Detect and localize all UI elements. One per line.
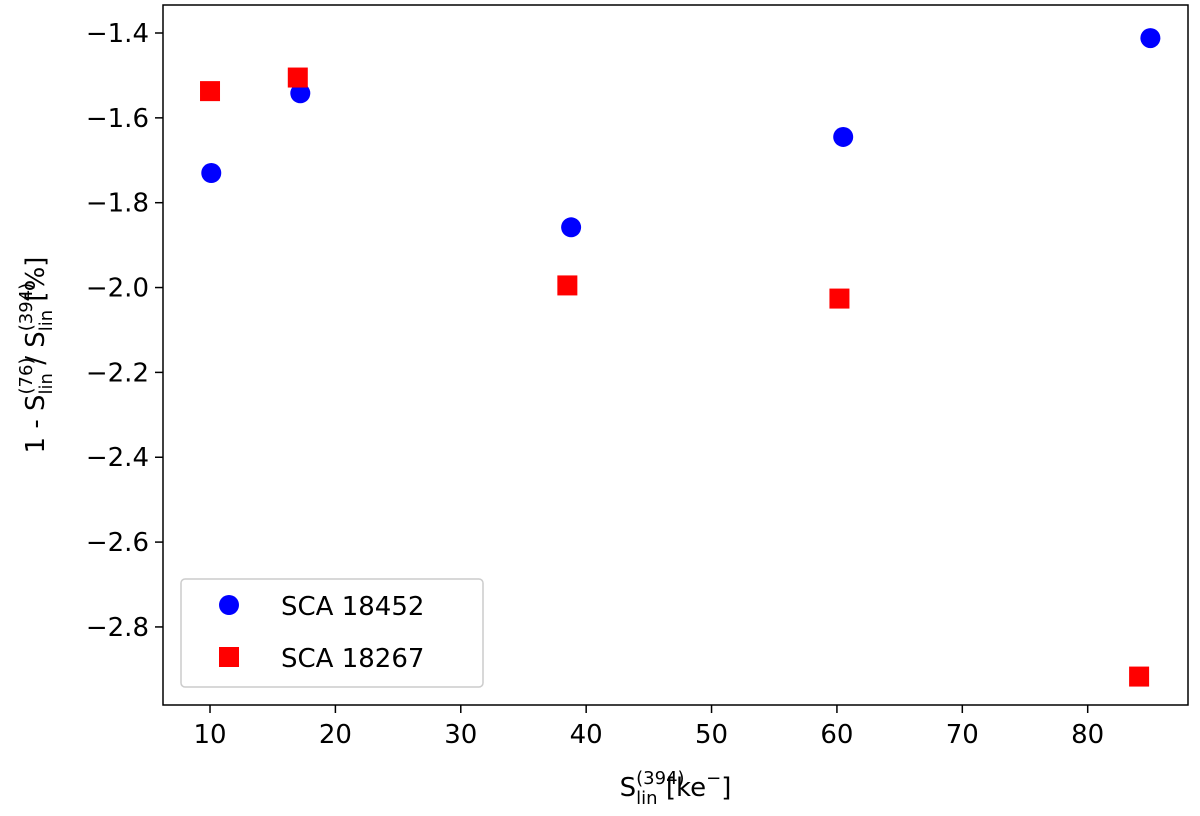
point: [1129, 666, 1150, 687]
x-tick-label: 60: [820, 720, 853, 750]
point: [557, 275, 578, 296]
x-axis-label-sup: (394): [636, 768, 684, 789]
plot-frame: [162, 4, 1189, 706]
point: [287, 67, 308, 88]
y-axis-label-sup: (76): [16, 358, 37, 395]
y-axis-label: 1 - S(76)lin / S(394)lin [%]: [16, 257, 57, 454]
point: [829, 288, 850, 309]
point: [561, 217, 582, 238]
y-tick-label: −2.0: [86, 274, 149, 304]
point: [290, 83, 311, 104]
point: [1140, 28, 1161, 49]
y-axis-label-sup: (394): [16, 283, 37, 331]
y-tick-label: −2.8: [86, 613, 149, 643]
x-axis-label-sup: −: [706, 768, 721, 789]
y-axis-label-sub: lin: [36, 373, 57, 394]
y-tick-label: −1.6: [86, 104, 149, 134]
y-axis-label-text: 1 - S: [21, 394, 51, 453]
x-tick-label: 40: [570, 720, 603, 750]
y-axis-label-text: / S: [21, 331, 51, 373]
x-tick-label: 70: [946, 720, 979, 750]
point: [200, 81, 221, 102]
x-tick-label: 20: [319, 720, 352, 750]
x-tick-label: 10: [193, 720, 226, 750]
legend-label: SCA 18267: [281, 644, 424, 674]
x-tick-label: 50: [695, 720, 728, 750]
y-tick-label: −2.6: [86, 528, 149, 558]
y-tick-label: −1.8: [86, 189, 149, 219]
y-tick-label: −1.4: [86, 19, 149, 49]
y-axis-label-sub: lin: [36, 310, 57, 331]
x-axis-label-text: ]: [721, 773, 731, 803]
x-tick-label: 80: [1071, 720, 1104, 750]
y-tick-label: −2.2: [86, 358, 149, 388]
legend-label: SCA 18452: [281, 592, 424, 622]
point: [833, 126, 854, 147]
x-axis-label: S(394) lin [ke−]: [620, 768, 732, 809]
x-tick-label: 30: [444, 720, 477, 750]
point: [201, 163, 222, 183]
legend-marker: [219, 595, 239, 615]
y-tick-label: −2.4: [86, 443, 149, 473]
x-axis-label-text: [ke: [658, 773, 707, 803]
x-axis-label-text: S: [620, 773, 637, 803]
legend-marker: [219, 647, 239, 667]
x-axis-label-sub: lin: [636, 788, 657, 809]
legend-box: [180, 578, 484, 688]
y-axis-label-text: [%]: [21, 257, 51, 310]
